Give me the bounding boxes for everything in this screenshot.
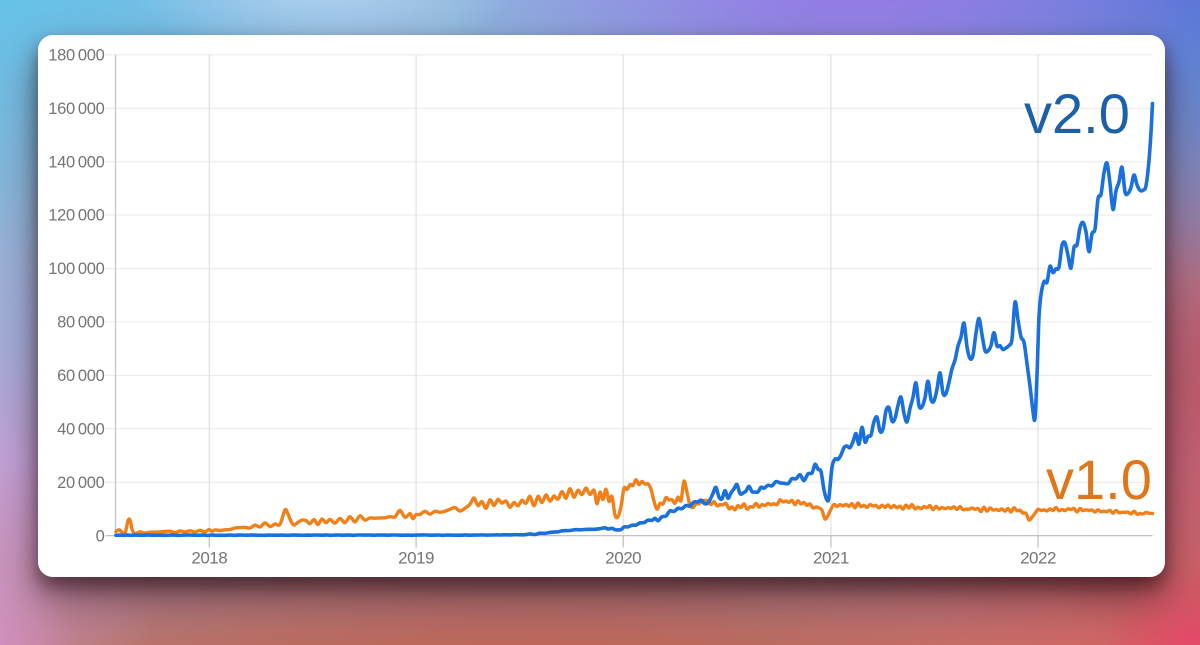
- svg-text:40 000: 40 000: [57, 420, 105, 438]
- svg-text:v2.0: v2.0: [1024, 82, 1130, 145]
- svg-text:20 000: 20 000: [57, 474, 105, 492]
- svg-text:2020: 2020: [605, 549, 641, 568]
- svg-text:2019: 2019: [398, 549, 434, 568]
- svg-text:60 000: 60 000: [57, 367, 105, 385]
- svg-text:80 000: 80 000: [57, 314, 105, 332]
- svg-text:2018: 2018: [191, 549, 227, 568]
- svg-text:160 000: 160 000: [48, 100, 104, 118]
- svg-text:180 000: 180 000: [48, 46, 104, 64]
- svg-text:0: 0: [96, 527, 105, 545]
- svg-text:100 000: 100 000: [48, 260, 104, 278]
- svg-text:v1.0: v1.0: [1046, 448, 1152, 511]
- svg-text:140 000: 140 000: [48, 153, 104, 171]
- svg-text:2022: 2022: [1020, 549, 1056, 568]
- svg-text:2021: 2021: [813, 549, 849, 568]
- svg-text:120 000: 120 000: [48, 207, 104, 225]
